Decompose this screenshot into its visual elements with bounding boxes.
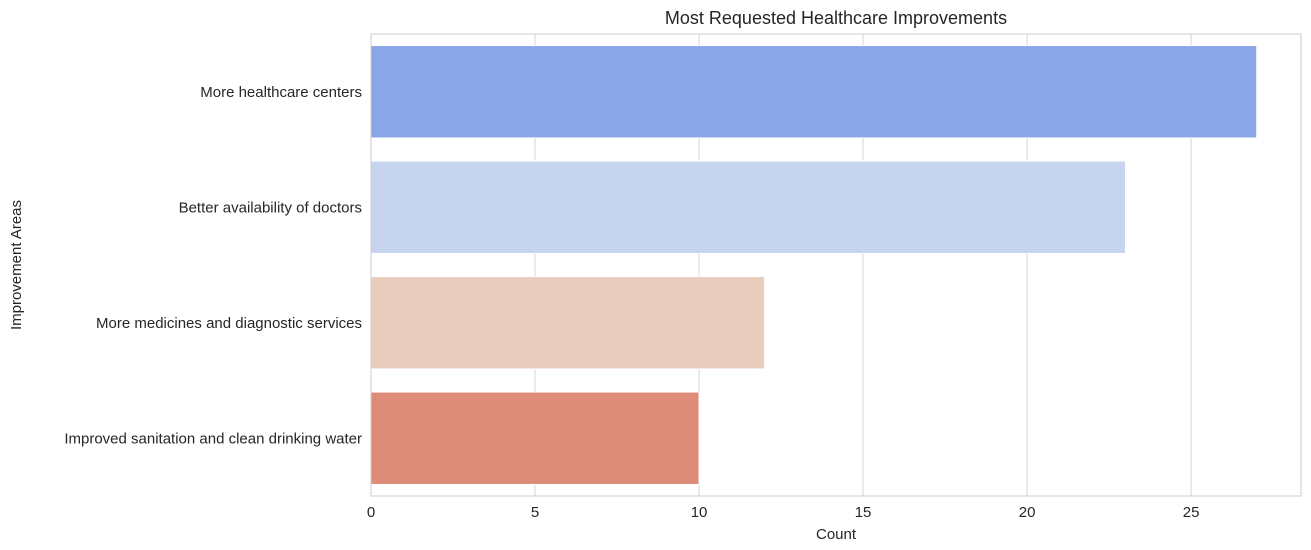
y-tick-labels: More healthcare centers Better availabili… xyxy=(64,84,362,448)
bars xyxy=(370,45,1258,485)
x-tick-labels: 0 5 10 15 20 25 xyxy=(367,504,1200,521)
bar xyxy=(370,391,700,485)
x-tick-label: 25 xyxy=(1183,504,1200,521)
y-axis-label: Improvement Areas xyxy=(8,200,25,330)
chart-title: Most Requested Healthcare Improvements xyxy=(665,8,1007,28)
x-tick-label: 20 xyxy=(1019,504,1036,521)
x-tick-label: 5 xyxy=(531,504,539,521)
bar xyxy=(370,276,766,370)
x-tick-label: 0 xyxy=(367,504,375,521)
x-axis-label: Count xyxy=(816,526,857,543)
y-tick-label: More medicines and diagnostic services xyxy=(96,315,362,332)
x-tick-label: 10 xyxy=(691,504,708,521)
bar xyxy=(370,160,1126,254)
y-tick-label: Better availability of doctors xyxy=(179,199,362,216)
plot-area-frame xyxy=(370,33,1302,497)
y-tick-label: Improved sanitation and clean drinking w… xyxy=(64,430,362,447)
x-tick-label: 15 xyxy=(855,504,872,521)
bar xyxy=(370,45,1258,139)
y-tick-label: More healthcare centers xyxy=(200,84,362,101)
